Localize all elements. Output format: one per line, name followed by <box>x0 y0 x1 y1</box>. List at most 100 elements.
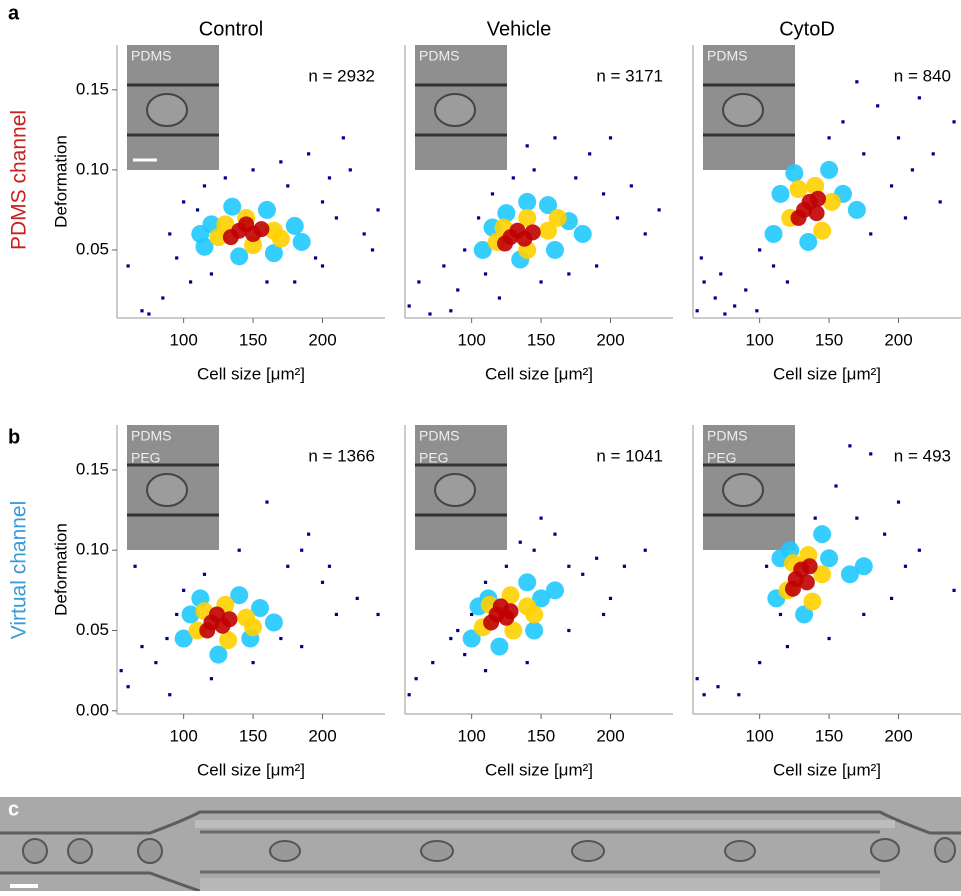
sample-count: n = 493 <box>894 446 951 465</box>
point <box>279 636 283 641</box>
point <box>264 613 283 632</box>
point <box>216 215 235 234</box>
y-tick-label: 0.05 <box>76 239 109 258</box>
point <box>175 256 179 260</box>
point <box>952 120 956 124</box>
sample-count: n = 1366 <box>308 446 375 465</box>
inset-cell <box>722 473 764 507</box>
point <box>799 232 818 251</box>
point <box>483 614 500 631</box>
point <box>285 216 304 235</box>
inset-cell <box>146 93 188 127</box>
point <box>313 256 318 260</box>
point <box>230 586 249 605</box>
point <box>327 564 332 568</box>
point <box>795 605 814 624</box>
point <box>789 180 808 199</box>
point <box>601 612 606 617</box>
point <box>581 572 585 576</box>
point <box>827 136 831 140</box>
point <box>219 631 238 650</box>
point <box>509 222 526 239</box>
point <box>532 548 536 552</box>
point <box>462 629 481 648</box>
x-tick-label: 200 <box>596 726 624 745</box>
point <box>265 280 269 284</box>
point <box>771 264 776 268</box>
point <box>855 80 859 84</box>
point <box>265 500 269 504</box>
point <box>504 621 523 640</box>
point <box>806 176 825 195</box>
point <box>595 556 599 560</box>
y-tick-label: 0.00 <box>76 700 109 719</box>
point <box>119 669 123 673</box>
point <box>813 516 817 520</box>
sample-count: n = 2932 <box>308 66 375 85</box>
chart-title: Control <box>199 18 263 40</box>
point <box>910 168 914 172</box>
point <box>407 693 411 697</box>
point <box>834 484 838 488</box>
point <box>525 605 544 624</box>
point <box>126 685 130 689</box>
point <box>524 224 541 241</box>
point <box>251 168 255 172</box>
point <box>355 596 359 600</box>
chart-title: CytoD <box>779 18 835 40</box>
point <box>417 280 421 284</box>
point <box>539 196 558 215</box>
inset-cell <box>146 473 188 507</box>
x-tick-label: 200 <box>308 726 336 745</box>
point <box>931 152 935 156</box>
point <box>615 216 620 220</box>
x-tick-label: 150 <box>527 330 555 349</box>
point <box>771 184 790 203</box>
point <box>896 500 901 504</box>
point <box>307 532 311 536</box>
inset-label: PDMS <box>419 48 459 64</box>
point <box>785 164 804 183</box>
point <box>496 235 513 252</box>
inset-cell <box>434 473 476 507</box>
point <box>952 588 956 592</box>
point <box>518 540 522 544</box>
point <box>165 636 169 641</box>
point <box>809 190 826 207</box>
point <box>483 669 488 673</box>
point <box>737 693 741 697</box>
point <box>539 280 543 284</box>
point <box>813 525 832 544</box>
inset-cell <box>722 93 764 127</box>
inset-label: PDMS <box>419 428 459 444</box>
point <box>758 661 762 665</box>
point <box>889 596 894 600</box>
point <box>778 612 783 617</box>
point <box>716 685 720 689</box>
point <box>161 296 165 300</box>
point <box>362 232 366 236</box>
x-axis-label: Cell size [μm²] <box>197 760 305 779</box>
x-axis-label: Cell size [μm²] <box>485 760 593 779</box>
point <box>588 152 592 156</box>
inset-label: PDMS <box>131 428 171 444</box>
point <box>903 216 908 220</box>
point <box>168 693 172 697</box>
x-tick-label: 100 <box>457 726 485 745</box>
point <box>504 564 508 568</box>
point <box>601 192 606 196</box>
point <box>862 152 866 156</box>
y-tick-label: 0.05 <box>76 620 109 639</box>
point <box>230 247 249 266</box>
point <box>320 200 325 204</box>
point <box>713 296 717 300</box>
point <box>869 232 873 236</box>
y-tick-label: 0.15 <box>76 79 109 98</box>
point <box>545 581 564 600</box>
x-axis-label: Cell size [μm²] <box>773 364 881 383</box>
panel-label: a <box>8 2 20 24</box>
point <box>341 136 345 140</box>
row-label: Virtual channel <box>8 501 31 640</box>
point <box>539 221 558 240</box>
point <box>182 588 186 592</box>
